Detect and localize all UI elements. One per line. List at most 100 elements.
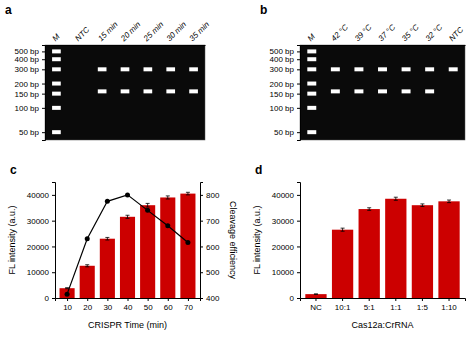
bar <box>385 199 406 298</box>
tick-label: 50 bp <box>274 128 295 137</box>
tick-label: 1:5 <box>417 303 429 312</box>
tick-label: 32 °C <box>424 22 445 43</box>
tick-label: 30 min <box>165 19 189 43</box>
axis-line <box>52 183 56 299</box>
panel-label: b <box>260 3 267 17</box>
band <box>52 82 61 86</box>
band <box>402 67 411 71</box>
chart-root: 500 bp400 bp300 bp200 bp150 bp100 bp50 b… <box>0 0 474 351</box>
tick-label: 600 <box>206 243 220 252</box>
band <box>331 89 340 93</box>
bar <box>438 201 459 298</box>
tick-mark <box>42 94 45 95</box>
tick: 40000 <box>27 191 55 200</box>
x-axis-title: Cas12a:CrRNA <box>351 320 413 330</box>
axis-line <box>42 46 46 141</box>
tick: 30 min <box>165 19 189 45</box>
tick: 1:1 <box>390 298 402 312</box>
bar <box>120 217 135 298</box>
x-axis: MNTC15 min20 min25 min30 min35 min <box>46 19 212 45</box>
tick: 10:1 <box>335 298 351 312</box>
tick-mark <box>422 298 423 301</box>
tick-label: 20 <box>83 303 92 312</box>
tick: 42 °C <box>329 22 350 45</box>
tick-label: 20000 <box>27 243 50 252</box>
tick-mark <box>42 51 45 52</box>
tick-mark <box>42 84 45 85</box>
tick-mark <box>297 132 300 133</box>
band <box>121 89 130 93</box>
band <box>307 130 316 134</box>
tick-label: 800 <box>206 191 220 200</box>
tick: 15 min <box>96 19 120 45</box>
tick: 0 <box>290 294 300 303</box>
error-bar <box>186 192 190 195</box>
band <box>52 67 61 71</box>
bands <box>52 49 198 134</box>
tick-label: 30000 <box>27 217 50 226</box>
tick-mark <box>297 51 300 52</box>
tick-mark <box>87 298 88 301</box>
tick: 35 min <box>188 19 212 45</box>
band <box>378 89 387 93</box>
band <box>98 89 107 93</box>
tick-label: 10:1 <box>335 303 351 312</box>
tick: 100 bp <box>15 104 45 113</box>
y-axis-title: FL intensity (a.u.) <box>252 205 262 274</box>
panel-label: a <box>5 3 12 17</box>
tick-label: NTC <box>447 25 465 43</box>
tick-label: NTC <box>73 25 91 43</box>
tick-label: 100 bp <box>270 104 295 113</box>
error-bar <box>85 265 89 267</box>
tick-label: 50 bp <box>19 128 40 137</box>
tick-mark <box>42 69 45 70</box>
tick: 50 bp <box>19 128 45 137</box>
tick-label: 30 <box>103 303 112 312</box>
tick-label: 200 bp <box>15 80 40 89</box>
bands <box>307 49 457 134</box>
marker <box>145 208 150 213</box>
tick-label: 35 °C <box>400 22 421 43</box>
bar <box>412 205 433 298</box>
band <box>52 49 61 53</box>
tick: 1:5 <box>417 298 429 312</box>
tick: 25 min <box>141 19 165 45</box>
bar <box>100 239 115 298</box>
tick-label: 10000 <box>27 268 50 277</box>
tick: 600 <box>200 243 220 252</box>
band <box>378 67 387 71</box>
tick: 40 <box>124 298 133 312</box>
band <box>98 67 107 71</box>
gel-background <box>45 45 205 140</box>
band <box>52 106 61 110</box>
tick-label: 40 <box>124 303 133 312</box>
tick-label: 20 min <box>118 19 142 43</box>
tick: 200 bp <box>15 80 45 89</box>
tick-mark <box>42 132 45 133</box>
tick-mark <box>52 298 55 299</box>
band <box>144 89 153 93</box>
band <box>52 92 61 96</box>
tick-label: 40000 <box>27 191 50 200</box>
tick-label: 10000 <box>272 268 295 277</box>
tick-label: NC <box>310 303 322 312</box>
band <box>52 57 61 61</box>
error-bar <box>126 215 130 218</box>
bar <box>140 205 155 298</box>
tick-mark <box>52 272 55 273</box>
tick-label: 300 bp <box>270 65 295 74</box>
tick: 400 bp <box>15 55 45 64</box>
band <box>52 130 61 134</box>
band <box>307 57 316 61</box>
tick-label: 35 min <box>188 19 212 43</box>
tick: 70 <box>184 298 193 312</box>
tick: 50 <box>144 298 153 312</box>
tick-label: 5:1 <box>364 303 376 312</box>
bar <box>305 294 326 298</box>
figure: 500 bp400 bp300 bp200 bp150 bp100 bp50 b… <box>0 0 474 351</box>
tick: NTC <box>73 25 91 45</box>
tick-mark <box>67 298 68 301</box>
error-bar <box>166 196 170 199</box>
band <box>307 106 316 110</box>
error-bar <box>341 228 345 231</box>
